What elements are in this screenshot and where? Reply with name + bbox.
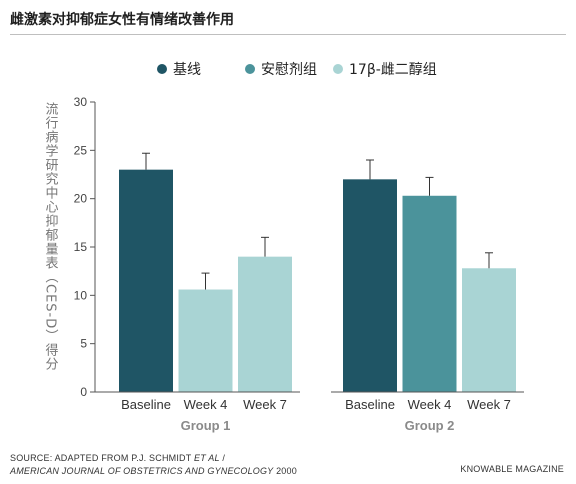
- bar-group-1-baseline: [119, 169, 173, 392]
- y-axis: 0 5 10 15 20 25 30: [74, 95, 96, 399]
- x-tick-label: Week 4: [408, 397, 452, 412]
- journal-year: 2000: [273, 466, 297, 476]
- y-tick-label: 15: [74, 240, 88, 254]
- legend-label: 17β-雌二醇组: [349, 61, 437, 78]
- bars: [119, 152, 516, 392]
- legend-swatch: [157, 64, 167, 74]
- bar-group-2-baseline: [343, 179, 397, 392]
- legend-label: 安慰剂组: [261, 61, 317, 78]
- chart-title: 雌激素对抑郁症女性有情绪改善作用: [10, 12, 234, 28]
- y-tick-label: 30: [74, 95, 88, 109]
- legend-swatch: [245, 64, 255, 74]
- x-tick-label: Baseline: [345, 397, 395, 412]
- bar-group-1-week-4: [178, 289, 233, 392]
- source-separator: /: [219, 453, 226, 463]
- journal-name: AMERICAN JOURNAL OF OBSTETRICS AND GYNEC…: [10, 466, 274, 476]
- x-tick-label: Baseline: [121, 397, 171, 412]
- y-axis-title: 流行病学研究中心抑郁量表（CES-D）得分: [43, 102, 59, 372]
- x-tick-label: Week 7: [243, 397, 287, 412]
- brand-credit: KNOWABLE MAGAZINE: [460, 464, 564, 474]
- y-axis-label: 流行病学研究中心抑郁量表（CES-D）得分: [43, 102, 59, 372]
- y-tick-label: 20: [74, 192, 88, 206]
- source-note: SOURCE: ADAPTED FROM P.J. SCHMIDT ET AL …: [10, 452, 297, 478]
- legend: 基线 安慰剂组 17β-雌二醇组: [157, 61, 437, 78]
- y-tick-label: 25: [74, 143, 88, 157]
- title-divider: [10, 34, 566, 35]
- y-tick-label: 5: [80, 337, 87, 351]
- bar-group-1-week-7: [238, 256, 292, 392]
- bar-group-2-week-4: [402, 195, 457, 392]
- x-tick-label: Week 7: [467, 397, 511, 412]
- group-label: Group 2: [405, 418, 455, 433]
- x-tick-label: Week 4: [184, 397, 228, 412]
- group-label: Group 1: [181, 418, 231, 433]
- x-axis: Baseline Week 4 Week 7 Group 1 Baseline Week …: [95, 391, 524, 433]
- source-prefix: SOURCE: ADAPTED FROM P.J. SCHMIDT: [10, 453, 194, 463]
- legend-swatch: [333, 64, 343, 74]
- bar-group-2-week-7: [462, 268, 516, 392]
- source-etal: ET AL: [194, 453, 220, 463]
- y-tick-label: 10: [74, 288, 88, 302]
- y-tick-label: 0: [80, 385, 87, 399]
- legend-label: 基线: [173, 61, 201, 78]
